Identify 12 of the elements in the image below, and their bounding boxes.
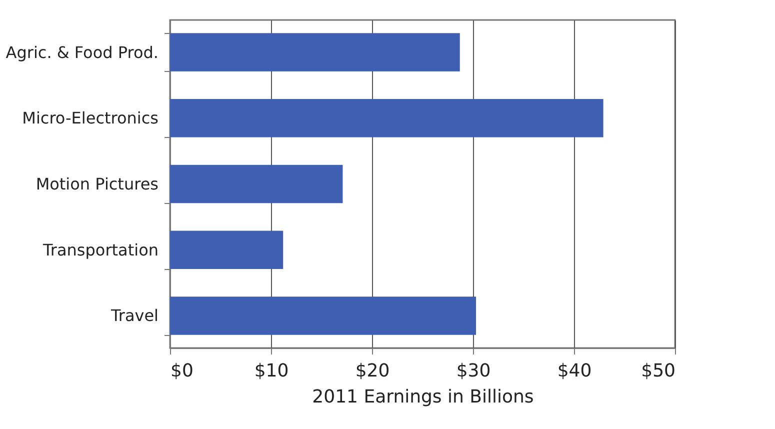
x-tick-label: $20 bbox=[355, 360, 390, 382]
x-axis-title: 2011 Earnings in Billions bbox=[312, 386, 534, 408]
y-tick-label: Micro-Electronics bbox=[22, 108, 158, 128]
y-tick-label: Transportation bbox=[42, 240, 158, 260]
x-tick-label: $10 bbox=[254, 360, 289, 382]
y-tick-label: Motion Pictures bbox=[36, 174, 158, 194]
y-tick-label: Travel bbox=[110, 306, 158, 326]
x-tick-label: $50 bbox=[641, 360, 676, 382]
x-tick-label: $0 bbox=[170, 360, 194, 382]
x-tick-label: $40 bbox=[557, 360, 592, 382]
y-tick-label: Agric. & Food Prod. bbox=[6, 42, 158, 62]
x-tick-label: $30 bbox=[456, 360, 491, 382]
